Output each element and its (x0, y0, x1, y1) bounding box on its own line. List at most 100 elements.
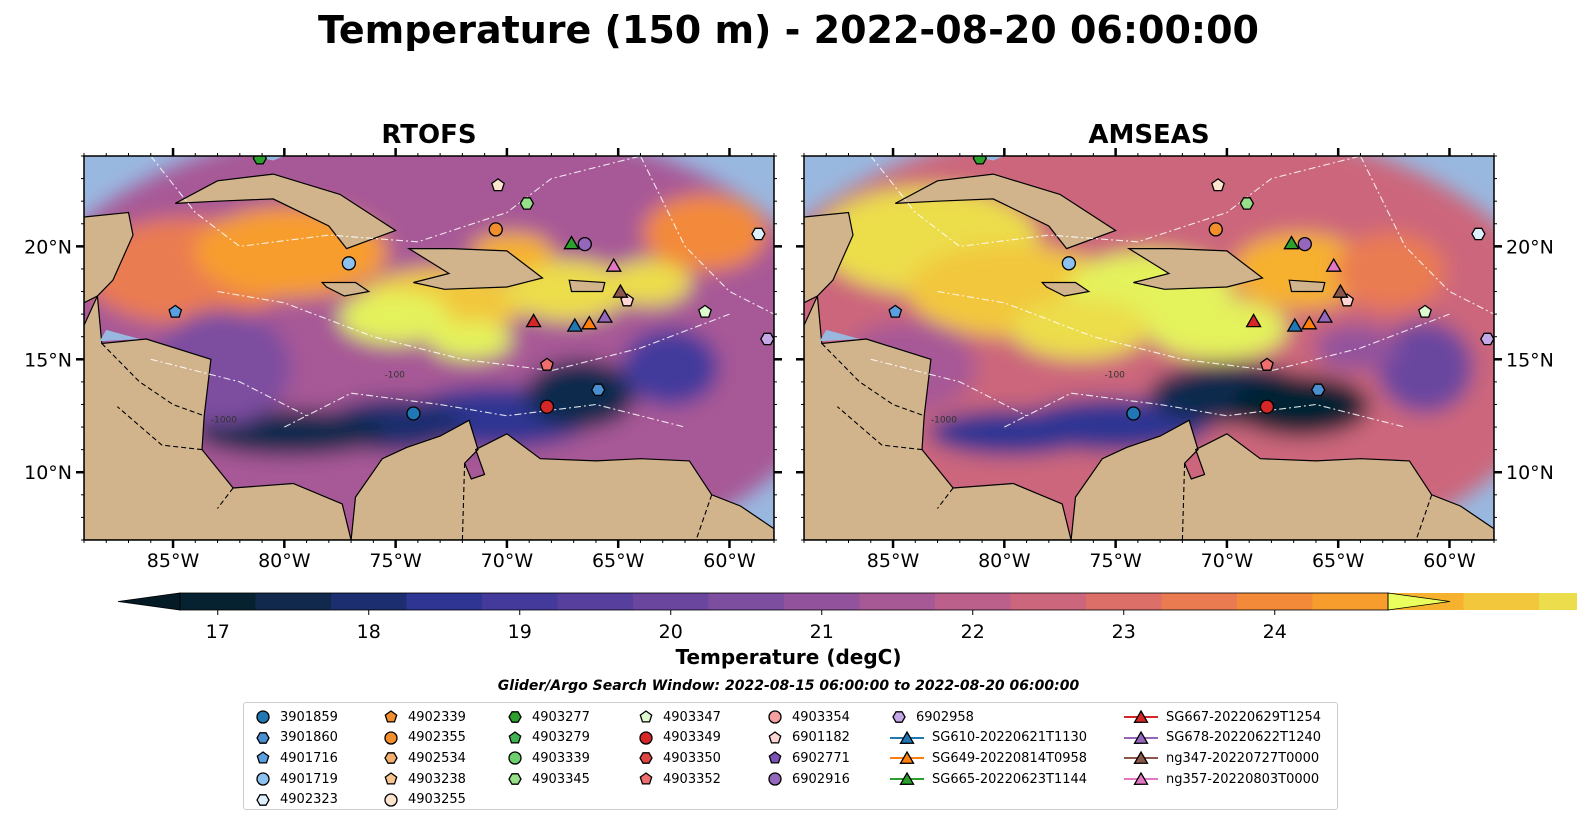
legend-marker (256, 732, 270, 744)
land-puertorico (1288, 279, 1326, 293)
land-southam (1070, 419, 1494, 540)
water-gulfhon (99, 329, 140, 342)
y-tick-label: 10°N (24, 462, 72, 484)
figure-title: Temperature (150 m) - 2022-08-20 06:00:0… (317, 8, 1259, 52)
legend-label: SG610-20220621T1130 (932, 730, 1088, 746)
map-panel-rtofs: -100 -1000 (84, 156, 774, 540)
legend-marker-icon (508, 773, 522, 785)
marker-SG667-20220629T1254 (525, 313, 542, 328)
colorbar-segment (708, 593, 785, 610)
legend-label: 4903255 (408, 792, 466, 808)
legend-item: 4903345 (506, 769, 590, 790)
marker-SG678-20220622T1240 (1316, 308, 1334, 323)
marker-SG649-20220814T0958 (581, 315, 598, 330)
legend-label: SG678-20220622T1240 (1166, 730, 1322, 746)
colorbar-tick-label: 18 (357, 621, 381, 643)
axes-rtofs: 85°W 80°W 75°W 70°W 65°W 60°W 10°N 15°N 20°N (24, 148, 782, 572)
contour-label: -100 (1104, 370, 1125, 380)
marker-4903255 (1211, 178, 1225, 192)
legend-marker-icon (768, 772, 782, 786)
colorbar-segment (859, 593, 936, 610)
eez-boundary (1004, 392, 1406, 428)
temperature-region (928, 409, 1094, 456)
country-border (461, 463, 466, 540)
eez-boundary (640, 156, 774, 315)
colorbar-segment (482, 593, 558, 610)
x-tick-label: 60°W (1423, 550, 1476, 572)
map-panel-amseas: -100 -1000 (804, 156, 1494, 540)
legend-marker-icon (256, 732, 270, 744)
legend-marker (508, 711, 522, 724)
legend-item: 4903349 (637, 728, 721, 749)
legend-marker (768, 751, 782, 765)
marker-4901719 (341, 256, 357, 271)
legend-item: 4901716 (254, 748, 338, 769)
legend-marker-icon (384, 710, 398, 723)
colorbar-tick-label: 23 (1112, 621, 1136, 643)
legend-item: ng357-20220803T0000 (1124, 769, 1321, 790)
legend-marker-icon (256, 710, 270, 724)
marker-ng347-20220727T0000 (1332, 283, 1349, 298)
legend-label: 4902534 (408, 750, 466, 766)
temperature-region (1376, 321, 1474, 414)
marker-4901719 (1061, 256, 1077, 271)
legend-marker (256, 710, 270, 724)
colorbar-segment (1539, 593, 1577, 610)
land-yucatan (84, 211, 134, 304)
legend-item: 6901182 (766, 728, 850, 749)
legend-item: 6902958 (890, 707, 1087, 728)
legend-marker (256, 772, 270, 786)
eez-boundary (1360, 156, 1494, 315)
colorbar-label: Temperature (degC) (675, 645, 902, 669)
eez-boundary (217, 290, 730, 372)
legend-marker (508, 773, 522, 785)
marker-4903347 (698, 304, 712, 318)
colorbar-tick-label: 21 (810, 621, 834, 643)
x-tick-label: 70°W (481, 550, 534, 572)
legend-marker (768, 710, 782, 724)
marker-4903277 (252, 156, 268, 165)
country-border (837, 406, 923, 451)
eez-boundary (870, 156, 1361, 247)
marker-SG610-20220621T1130 (1286, 317, 1303, 332)
legend-label: 6901182 (792, 730, 850, 746)
legend-label: 4901716 (280, 750, 338, 766)
land-puertorico (568, 279, 606, 293)
x-tick-label: 80°W (978, 550, 1031, 572)
eez-boundary (937, 290, 1450, 372)
legend-column: 4903277 4903279 4903339 4903345 (506, 707, 590, 789)
legend-column: 4903347 4903349 4903350 4903352 (637, 707, 721, 789)
colorbar: 17 18 19 20 21 22 23 24 (117, 592, 1577, 643)
colorbar-segment (255, 593, 332, 610)
x-tick-label: 80°W (258, 550, 311, 572)
marker-4903277 (972, 156, 988, 165)
legend-label: SG665-20220623T1144 (932, 771, 1088, 787)
x-tick-label: 75°W (369, 550, 422, 572)
country-border (117, 406, 203, 451)
x-tick-label: 75°W (1089, 550, 1142, 572)
country-border (821, 343, 925, 417)
colorbar-segment (1010, 593, 1087, 610)
land-hispaniola (406, 248, 544, 290)
marker-4902355 (1208, 222, 1223, 237)
colorbar-segment (180, 593, 256, 610)
legend-label: 4903238 (408, 771, 466, 787)
temperature-region (429, 321, 512, 360)
legend-item: SG649-20220814T0958 (890, 748, 1087, 769)
panel-frame (803, 155, 1495, 541)
legend-marker (639, 772, 653, 785)
eez-boundary (150, 156, 641, 247)
marker-4903352 (1260, 357, 1274, 371)
legend-marker (1133, 730, 1149, 744)
land-jamaica (320, 281, 371, 297)
legend-item: 3901859 (254, 707, 338, 728)
legend-marker (384, 793, 398, 807)
colorbar-segment (406, 593, 483, 610)
marker-6902916 (577, 236, 592, 252)
marker-3901860 (590, 383, 606, 397)
legend-label: 4903347 (663, 709, 721, 725)
legend-marker-icon (639, 710, 653, 723)
marker-4903352 (540, 357, 554, 371)
legend-marker-icon (1124, 771, 1158, 786)
legend-column: 6902958 SG610-20220621T1130 SG649-20220814… (890, 707, 1087, 789)
